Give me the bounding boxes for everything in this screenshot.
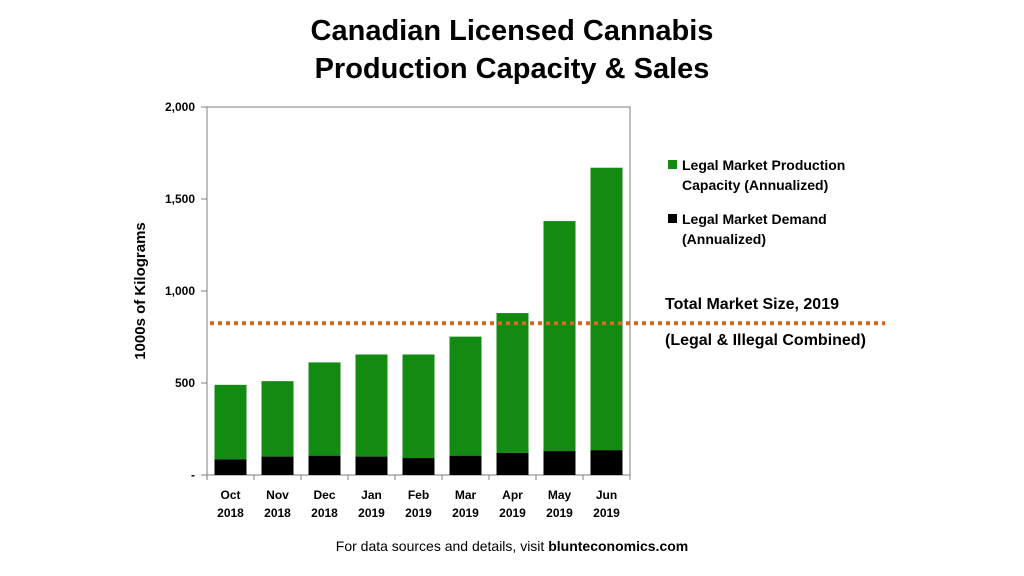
x-tick-label-month: May (548, 488, 572, 502)
x-tick-label-month: Jun (596, 488, 617, 502)
legend-label-capacity-line-2: Capacity (Annualized) (682, 177, 829, 193)
bar-demand (402, 458, 435, 475)
x-tick-label-year: 2019 (405, 506, 432, 520)
x-tick-label-year: 2018 (264, 506, 291, 520)
bar-demand (355, 456, 388, 475)
legend-swatch-capacity (668, 160, 677, 169)
chart-title: Canadian Licensed Cannabis Production Ca… (0, 12, 1024, 88)
x-tick-label-year: 2019 (358, 506, 385, 520)
bar-capacity (261, 381, 294, 457)
chart-title-line-1: Canadian Licensed Cannabis (310, 15, 714, 47)
x-tick-label-month: Dec (313, 488, 335, 502)
footer-text: For data sources and details, visit (335, 538, 549, 554)
chart-title-line-2: Production Capacity & Sales (314, 53, 710, 85)
bar-capacity (402, 354, 435, 459)
bar-capacity (308, 362, 341, 456)
legend-label-demand: Legal Market Demand (Annualized) (682, 209, 882, 249)
bar-demand (543, 451, 576, 475)
bar-demand (261, 456, 294, 475)
legend: Legal Market Production Capacity (Annual… (668, 155, 968, 263)
y-tick-label: 2,000 (165, 100, 195, 114)
y-tick-label: - (191, 468, 195, 482)
legend-item-demand: Legal Market Demand (Annualized) (668, 209, 968, 249)
bar-demand (308, 455, 341, 475)
x-tick-label-year: 2019 (499, 506, 526, 520)
bar-capacity (355, 354, 388, 457)
bar-demand (449, 455, 482, 475)
x-tick-label-year: 2019 (546, 506, 573, 520)
bar-capacity (496, 313, 529, 453)
x-tick-label-month: Jan (361, 488, 382, 502)
y-tick-label: 1,000 (165, 284, 195, 298)
bar-demand (496, 452, 529, 475)
bar-capacity (449, 336, 482, 456)
bar-capacity (543, 221, 576, 452)
legend-swatch-demand (668, 214, 677, 223)
x-tick-label-month: Nov (266, 488, 289, 502)
x-tick-label-year: 2018 (311, 506, 338, 520)
bar-demand (590, 450, 623, 475)
x-tick-label-year: 2019 (593, 506, 620, 520)
bar-demand (214, 459, 247, 475)
x-tick-label-month: Feb (408, 488, 429, 502)
footer-note: For data sources and details, visit blun… (0, 538, 1024, 554)
legend-label-capacity-line-1: Legal Market Production (682, 157, 846, 173)
x-tick-label-year: 2018 (217, 506, 244, 520)
y-tick-label: 500 (175, 376, 195, 390)
bar-capacity (590, 167, 623, 451)
x-tick-label-month: Mar (455, 488, 477, 502)
legend-label-capacity: Legal Market Production Capacity (Annual… (682, 155, 882, 195)
y-axis-label: 1000s of Kilograms (132, 222, 149, 360)
footer-link[interactable]: blunteconomics.com (548, 538, 689, 554)
bar-capacity (214, 384, 247, 460)
x-tick-label-month: Apr (502, 488, 523, 502)
legend-item-capacity: Legal Market Production Capacity (Annual… (668, 155, 968, 195)
reference-line-label-1: Total Market Size, 2019 (665, 296, 839, 313)
x-tick-label-month: Oct (220, 488, 240, 502)
reference-line-label-2: (Legal & Illegal Combined) (665, 332, 866, 349)
x-tick-label-year: 2019 (452, 506, 479, 520)
legend-label-demand-line-2: (Annualized) (682, 231, 766, 247)
legend-label-demand-line-1: Legal Market Demand (682, 211, 827, 227)
y-tick-label: 1,500 (165, 192, 195, 206)
